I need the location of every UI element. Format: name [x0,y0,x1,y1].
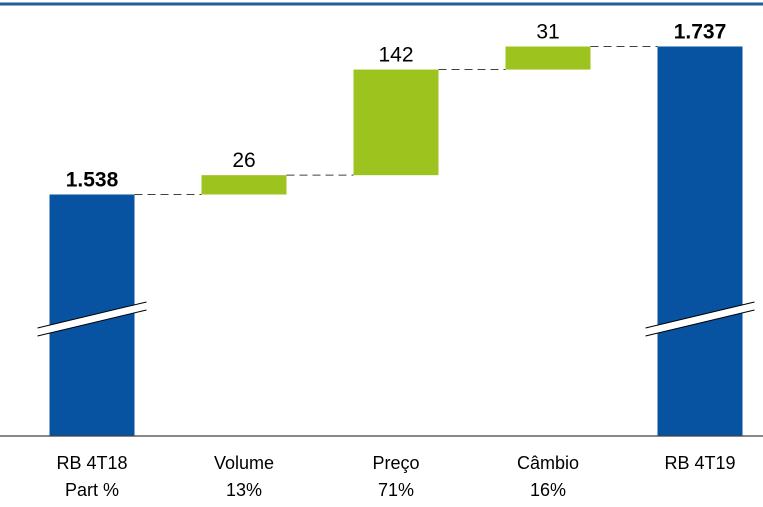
axis-break-line-bottom-0 [37,309,147,337]
category-label-0: RB 4T18 [56,453,127,473]
total-bar-4 [657,46,743,437]
axis-break-gap-0 [37,302,147,336]
axis-break-line-top-4 [645,301,755,329]
category-label-1: Volume [214,453,274,473]
value-label-2: 142 [378,44,413,67]
delta-bar-1 [201,175,287,195]
axis-break-marks [37,301,755,337]
sub-label-0: Part % [65,480,119,500]
sub-label-2: 71% [378,480,414,500]
value-label-1: 26 [232,149,255,172]
connector-lines [134,46,658,195]
category-labels: RB 4T18 Volume Preço Câmbio RB 4T19 [56,453,735,473]
value-labels: 1.538 26 142 31 1.737 [66,21,727,192]
axis-break-line-top-0 [37,301,147,329]
value-label-3: 31 [536,21,559,44]
delta-bar-3 [505,46,591,70]
category-label-3: Câmbio [517,453,579,473]
sub-label-1: 13% [226,480,262,500]
value-label-4: 1.737 [674,21,727,44]
sub-labels: Part % 13% 71% 16% [65,480,566,500]
category-label-2: Preço [372,453,419,473]
axis-break-line-bottom-4 [645,309,755,337]
axis-break-gap-4 [645,302,755,336]
value-label-0: 1.538 [66,169,119,192]
delta-bar-2 [353,69,439,176]
bars [49,46,743,437]
sub-label-3: 16% [530,480,566,500]
category-label-4: RB 4T19 [664,453,735,473]
